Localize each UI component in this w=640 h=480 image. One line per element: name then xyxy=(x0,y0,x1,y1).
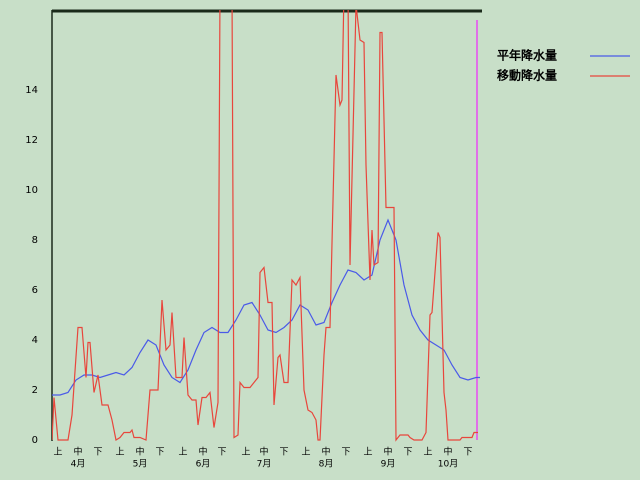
x-tick-label: 中 xyxy=(443,446,452,458)
plot-area xyxy=(52,10,480,442)
y-tick-label: 6 xyxy=(32,285,38,296)
x-tick-label: 下 xyxy=(279,448,288,458)
month-label: 10月 xyxy=(438,459,458,470)
legend-label: 移動降水量 xyxy=(497,68,557,83)
x-tick-label: 下 xyxy=(93,448,102,458)
legend-label: 平年降水量 xyxy=(497,48,557,63)
y-tick-label: 12 xyxy=(25,135,38,146)
x-tick-label: 中 xyxy=(259,446,268,458)
x-tick-label: 下 xyxy=(341,448,350,458)
x-tick-label: 上 xyxy=(423,447,432,458)
y-tick-label: 2 xyxy=(32,385,38,396)
series-line xyxy=(52,10,478,442)
x-tick-label: 上 xyxy=(301,447,310,458)
month-label: 4月 xyxy=(71,459,86,470)
month-label: 6月 xyxy=(196,459,211,470)
y-tick-label: 4 xyxy=(32,335,38,346)
x-tick-label: 下 xyxy=(403,448,412,458)
x-tick-label: 中 xyxy=(73,446,82,458)
x-tick-label: 中 xyxy=(321,446,330,458)
x-tick-label: 上 xyxy=(241,447,250,458)
y-tick-label: 8 xyxy=(32,235,38,246)
y-tick-label: 10 xyxy=(25,185,38,196)
x-tick-label: 中 xyxy=(383,446,392,458)
month-label: 9月 xyxy=(381,459,396,470)
x-tick-label: 中 xyxy=(135,446,144,458)
month-label: 7月 xyxy=(257,459,272,470)
x-tick-label: 上 xyxy=(178,447,187,458)
x-tick-label: 中 xyxy=(198,446,207,458)
y-tick-label: 14 xyxy=(25,85,38,96)
y-tick-label: 0 xyxy=(32,435,38,446)
x-tick-label: 下 xyxy=(463,448,472,458)
x-tick-label: 下 xyxy=(217,448,226,458)
x-tick-label: 上 xyxy=(363,447,372,458)
month-label: 5月 xyxy=(133,459,148,470)
x-tick-label: 上 xyxy=(53,447,62,458)
month-label: 8月 xyxy=(319,459,334,470)
x-tick-label: 上 xyxy=(115,447,124,458)
x-tick-label: 下 xyxy=(155,448,164,458)
series-line xyxy=(52,218,480,396)
